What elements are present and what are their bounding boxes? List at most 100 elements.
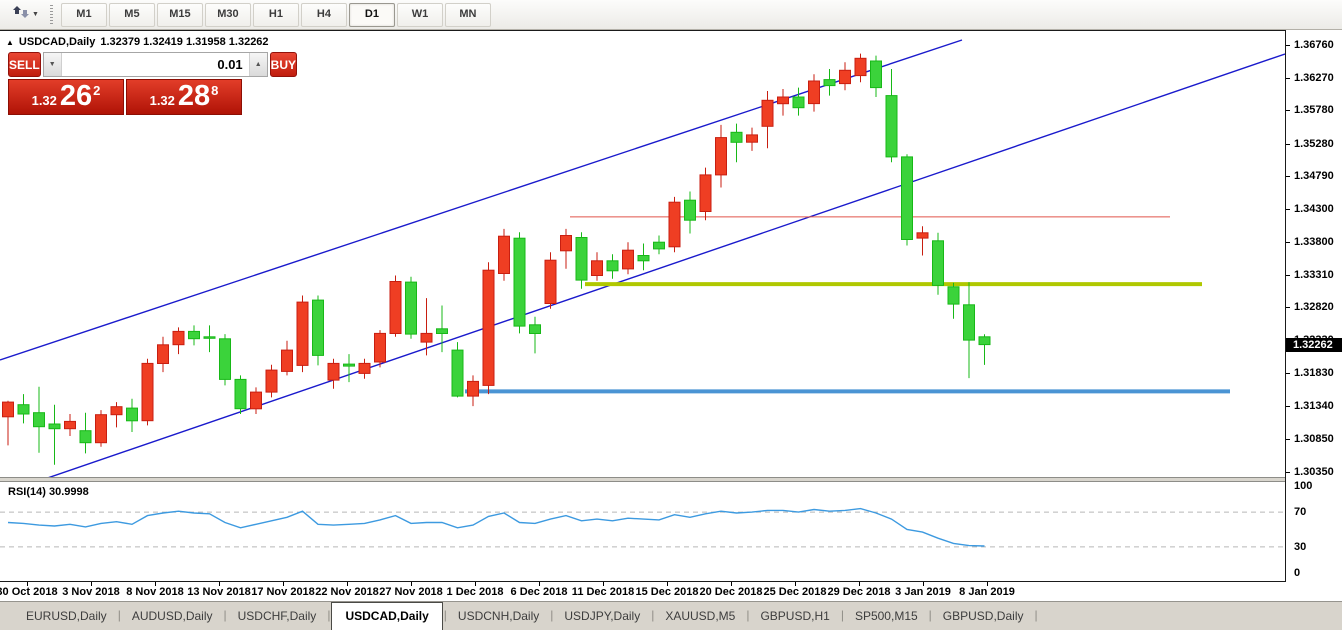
price-axis-tick [1286,78,1290,79]
price-axis-label: 1.33310 [1294,269,1334,281]
price-axis-tick [1286,144,1290,145]
buy-button[interactable]: BUY [269,52,298,77]
rsi-level-lines [0,511,1285,548]
chevron-down-icon: ▼ [32,11,39,18]
one-click-trade-widget: SELL ▼ ▲ BUY 1.32 26 2 1.32 28 8 [8,52,298,115]
pane-splitter[interactable] [0,477,1342,482]
date-axis-tick [667,582,668,586]
volume-stepper: ▼ ▲ [42,52,268,77]
date-axis-label: 8 Nov 2018 [126,586,184,598]
chart-title: ▲ USDCAD,Daily 1.32379 1.32419 1.31958 1… [6,36,269,48]
tab-separator: | [928,608,932,622]
sell-price-panel[interactable]: 1.32 26 2 [8,79,124,115]
rsi-chart[interactable] [0,482,1285,581]
date-axis-tick [795,582,796,586]
tab-gbpusd-h1[interactable]: GBPUSD,H1 [760,609,830,623]
timeframe-button-m5[interactable]: M5 [108,2,155,27]
collapse-panel-icon[interactable]: ▲ [6,37,14,47]
date-axis-tick [603,582,604,586]
tab-gbpusd-daily[interactable]: GBPUSD,Daily [942,609,1024,623]
tab-usdcad-daily[interactable]: USDCAD,Daily [331,602,443,630]
rsi-axis-label: 30 [1294,541,1307,553]
tab-separator: | [840,608,844,622]
chart-symbol-label: USDCAD,Daily [18,36,96,48]
rsi-line [7,507,985,547]
timeframe-toolbar: ▼ M1 M5 M15 M30 H1 H4 D1 W1 MN [0,0,1342,30]
buy-price-small: 1.32 [149,93,175,108]
price-chart[interactable] [0,30,1285,477]
price-axis-label: 1.31340 [1294,400,1334,412]
date-axis-tick [155,582,156,586]
date-axis-label: 22 Nov 2018 [315,586,379,598]
date-axis-label: 25 Dec 2018 [763,586,827,598]
tab-sp500-m15[interactable]: SP500,M15 [854,609,918,623]
date-axis-label: 11 Dec 2018 [571,586,635,598]
candlesticks [2,53,991,465]
price-axis-label: 1.31830 [1294,367,1334,379]
date-axis-label: 3 Jan 2019 [895,586,951,598]
date-axis-tick [91,582,92,586]
tab-usdjpy-daily[interactable]: USDJPY,Daily [564,609,641,623]
tab-usdchf-daily[interactable]: USDCHF,Daily [237,609,317,623]
tab-audusd-daily[interactable]: AUDUSD,Daily [131,609,213,623]
rsi-axis-label: 70 [1294,506,1307,518]
price-axis-tick [1286,406,1290,407]
tab-eurusd-daily[interactable]: EURUSD,Daily [26,609,107,623]
volume-input[interactable] [61,53,249,76]
tab-separator: | [651,608,655,622]
date-axis-tick [347,582,348,586]
date-axis-tick [859,582,860,586]
price-axis-label: 1.35780 [1294,104,1334,116]
tab-separator: | [746,608,750,622]
timeframe-button-w1[interactable]: W1 [396,2,443,27]
price-axis-tick [1286,373,1290,374]
timeframe-button-d1[interactable]: D1 [348,2,395,27]
timeframe-button-mn[interactable]: MN [444,2,491,27]
date-axis-label: 17 Nov 2018 [251,586,315,598]
tab-separator: | [550,608,554,622]
swap-arrows-dropdown-button[interactable]: ▼ [8,2,44,27]
price-axis-tick [1286,242,1290,243]
date-axis-label: 3 Nov 2018 [62,586,120,598]
price-axis[interactable]: 1.36760 1.36270 1.35780 1.35280 1.34790 1.343… [1285,30,1342,581]
volume-decrement-button[interactable]: ▼ [43,53,62,76]
tab-xauusd-m5[interactable]: XAUUSD,M5 [665,609,736,623]
date-axis-label: 8 Jan 2019 [959,586,1015,598]
date-axis-label: 29 Dec 2018 [827,586,891,598]
price-axis-label: 1.34790 [1294,170,1334,182]
volume-increment-button[interactable]: ▲ [248,53,267,76]
chart-top-border [0,30,1342,31]
timeframe-button-m30[interactable]: M30 [204,2,251,27]
rsi-indicator-label: RSI(14) 30.9998 [8,486,89,498]
tab-usdcnh-daily[interactable]: USDCNH,Daily [457,609,540,623]
rsi-axis-label: 100 [1294,480,1313,492]
date-axis-tick [27,582,28,586]
price-axis-tick [1286,472,1290,473]
date-axis-tick [411,582,412,586]
date-axis[interactable]: 30 Oct 2018 3 Nov 2018 8 Nov 2018 13 Nov 20… [0,582,1342,601]
date-axis-label: 6 Dec 2018 [510,586,568,598]
sell-price-pip: 2 [93,83,101,98]
swap-arrows-icon [13,5,29,24]
timeframe-button-m1[interactable]: M1 [60,2,107,27]
sell-price-big: 26 [59,80,93,113]
sell-button[interactable]: SELL [8,52,41,77]
price-axis-label: 1.30850 [1294,433,1334,445]
date-axis-label: 27 Nov 2018 [379,586,443,598]
buy-price-panel[interactable]: 1.32 28 8 [126,79,242,115]
price-axis-tick [1286,176,1290,177]
timeframe-button-h4[interactable]: H4 [300,2,347,27]
tab-separator: | [223,608,227,622]
toolbar-grip [49,4,53,25]
timeframe-button-h1[interactable]: H1 [252,2,299,27]
date-axis-tick [475,582,476,586]
current-price-badge: 1.32262 [1286,338,1342,352]
timeframe-button-m15[interactable]: M15 [156,2,203,27]
rsi-axis-label: 0 [1294,567,1301,579]
trend-channel-lines[interactable] [0,39,1285,477]
price-axis-tick [1286,307,1290,308]
date-axis-tick [219,582,220,586]
date-axis-tick [731,582,732,586]
date-axis-tick [923,582,924,586]
